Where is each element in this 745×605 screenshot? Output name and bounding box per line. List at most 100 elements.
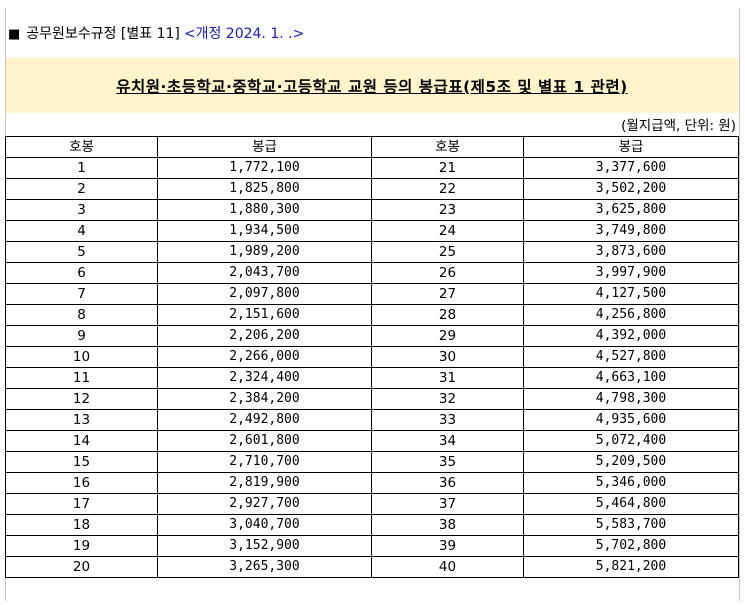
pay-cell: 1,825,800 xyxy=(157,178,372,200)
pay-cell: 2,819,900 xyxy=(157,472,372,494)
step-cell: 32 xyxy=(371,388,524,410)
step-cell: 12 xyxy=(5,388,158,410)
step-cell: 13 xyxy=(5,409,158,431)
table-row: 20 3,265,300 40 5,821,200 xyxy=(5,556,739,578)
table-row: 19 3,152,900 39 5,702,800 xyxy=(5,535,739,557)
pay-cell: 1,880,300 xyxy=(157,199,372,221)
table-header-row: 호봉 봉급 호봉 봉급 xyxy=(5,136,739,158)
regulation-header: ■ 공무원보수규정 [별표 11] <개정 2024. 1. .> xyxy=(8,24,304,44)
pay-cell: 3,377,600 xyxy=(523,157,739,179)
step-cell: 40 xyxy=(371,556,524,578)
pay-cell: 1,772,100 xyxy=(157,157,372,179)
step-cell: 29 xyxy=(371,325,524,347)
table-row: 6 2,043,700 26 3,997,900 xyxy=(5,262,739,284)
table-row: 5 1,989,200 25 3,873,600 xyxy=(5,241,739,263)
table-row: 9 2,206,200 29 4,392,000 xyxy=(5,325,739,347)
pay-cell: 5,346,000 xyxy=(523,472,739,494)
title-banner: 유치원·초등학교·중학교·고등학교 교원 등의 봉급표(제5조 및 별표 1 관… xyxy=(6,58,738,113)
step-cell: 26 xyxy=(371,262,524,284)
step-cell: 1 xyxy=(5,157,158,179)
pay-cell: 4,527,800 xyxy=(523,346,739,368)
step-cell: 15 xyxy=(5,451,158,473)
pay-cell: 2,151,600 xyxy=(157,304,372,326)
pay-cell: 2,324,400 xyxy=(157,367,372,389)
step-cell: 21 xyxy=(371,157,524,179)
amendment-note: <개정 2024. 1. .> xyxy=(183,26,305,42)
pay-cell: 5,209,500 xyxy=(523,451,739,473)
column-header-pay: 봉급 xyxy=(523,136,739,158)
pay-cell: 3,749,800 xyxy=(523,220,739,242)
pay-cell: 2,710,700 xyxy=(157,451,372,473)
step-cell: 28 xyxy=(371,304,524,326)
table-row: 17 2,927,700 37 5,464,800 xyxy=(5,493,739,515)
pay-cell: 3,040,700 xyxy=(157,514,372,536)
table-row: 10 2,266,000 30 4,527,800 xyxy=(5,346,739,368)
step-cell: 39 xyxy=(371,535,524,557)
pay-cell: 3,152,900 xyxy=(157,535,372,557)
square-bullet-icon: ■ xyxy=(8,27,21,42)
pay-cell: 3,997,900 xyxy=(523,262,739,284)
step-cell: 11 xyxy=(5,367,158,389)
table-row: 18 3,040,700 38 5,583,700 xyxy=(5,514,739,536)
pay-cell: 2,601,800 xyxy=(157,430,372,452)
step-cell: 9 xyxy=(5,325,158,347)
step-cell: 30 xyxy=(371,346,524,368)
step-cell: 17 xyxy=(5,493,158,515)
pay-cell: 5,072,400 xyxy=(523,430,739,452)
pay-cell: 5,464,800 xyxy=(523,493,739,515)
table-row: 14 2,601,800 34 5,072,400 xyxy=(5,430,739,452)
step-cell: 34 xyxy=(371,430,524,452)
unit-note: (월지급액, 단위: 원) xyxy=(621,118,736,134)
step-cell: 4 xyxy=(5,220,158,242)
table-row: 3 1,880,300 23 3,625,800 xyxy=(5,199,739,221)
step-cell: 8 xyxy=(5,304,158,326)
pay-cell: 2,043,700 xyxy=(157,262,372,284)
step-cell: 23 xyxy=(371,199,524,221)
pay-cell: 2,492,800 xyxy=(157,409,372,431)
pay-cell: 4,392,000 xyxy=(523,325,739,347)
regulation-name: 공무원보수규정 [별표 11] xyxy=(26,26,180,42)
pay-cell: 2,206,200 xyxy=(157,325,372,347)
step-cell: 20 xyxy=(5,556,158,578)
step-cell: 35 xyxy=(371,451,524,473)
pay-cell: 5,702,800 xyxy=(523,535,739,557)
step-cell: 3 xyxy=(5,199,158,221)
pay-cell: 3,625,800 xyxy=(523,199,739,221)
pay-cell: 4,127,500 xyxy=(523,283,739,305)
pay-cell: 1,934,500 xyxy=(157,220,372,242)
table-row: 16 2,819,900 36 5,346,000 xyxy=(5,472,739,494)
table-row: 12 2,384,200 32 4,798,300 xyxy=(5,388,739,410)
step-cell: 24 xyxy=(371,220,524,242)
step-cell: 5 xyxy=(5,241,158,263)
table-row: 11 2,324,400 31 4,663,100 xyxy=(5,367,739,389)
column-header-pay: 봉급 xyxy=(157,136,372,158)
table-row: 8 2,151,600 28 4,256,800 xyxy=(5,304,739,326)
step-cell: 7 xyxy=(5,283,158,305)
table-body: 1 1,772,100 21 3,377,600 2 1,825,800 22 3,502,2… xyxy=(5,157,739,578)
step-cell: 14 xyxy=(5,430,158,452)
table-row: 13 2,492,800 33 4,935,600 xyxy=(5,409,739,431)
step-cell: 27 xyxy=(371,283,524,305)
pay-cell: 5,821,200 xyxy=(523,556,739,578)
document-title: 유치원·초등학교·중학교·고등학교 교원 등의 봉급표(제5조 및 별표 1 관… xyxy=(116,78,628,96)
pay-cell: 5,583,700 xyxy=(523,514,739,536)
pay-cell: 4,663,100 xyxy=(523,367,739,389)
step-cell: 18 xyxy=(5,514,158,536)
step-cell: 33 xyxy=(371,409,524,431)
pay-cell: 2,384,200 xyxy=(157,388,372,410)
step-cell: 16 xyxy=(5,472,158,494)
step-cell: 36 xyxy=(371,472,524,494)
salary-table: 호봉 봉급 호봉 봉급 1 1,772,100 21 3,377,600 2 1,825,… xyxy=(5,136,739,578)
step-cell: 10 xyxy=(5,346,158,368)
step-cell: 38 xyxy=(371,514,524,536)
table-row: 1 1,772,100 21 3,377,600 xyxy=(5,157,739,179)
table-row: 4 1,934,500 24 3,749,800 xyxy=(5,220,739,242)
pay-cell: 4,256,800 xyxy=(523,304,739,326)
table-row: 15 2,710,700 35 5,209,500 xyxy=(5,451,739,473)
column-header-step: 호봉 xyxy=(5,136,158,158)
pay-cell: 1,989,200 xyxy=(157,241,372,263)
pay-cell: 4,798,300 xyxy=(523,388,739,410)
pay-cell: 3,502,200 xyxy=(523,178,739,200)
pay-cell: 2,266,000 xyxy=(157,346,372,368)
